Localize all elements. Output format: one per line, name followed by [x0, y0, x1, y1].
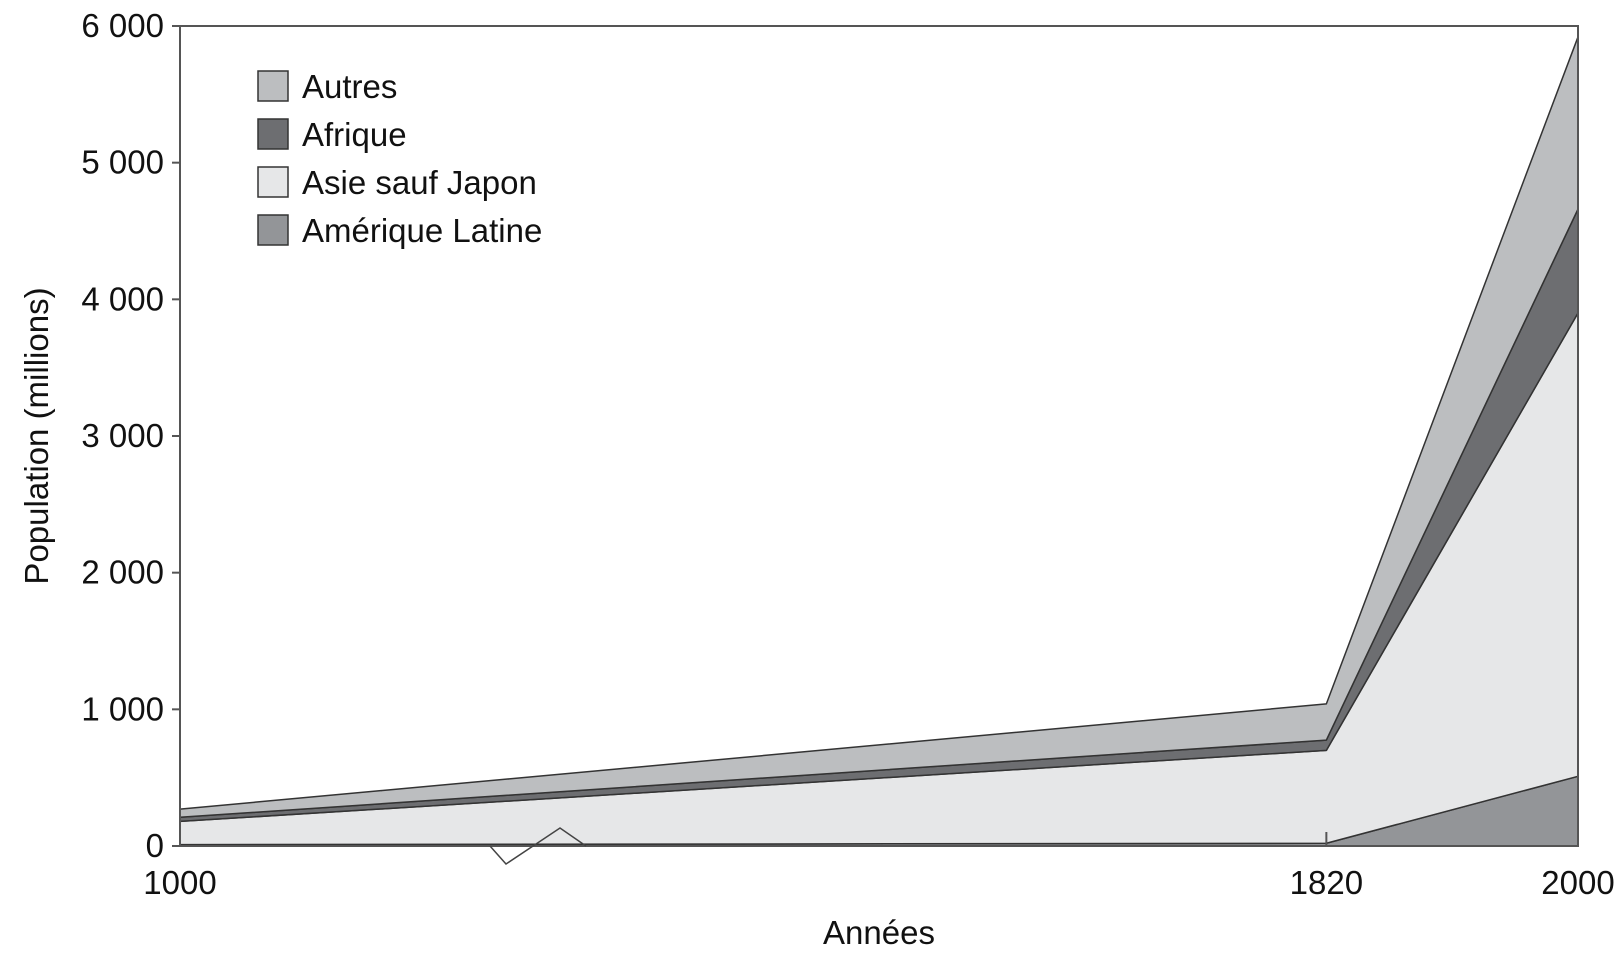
x-tick-label: 2000: [1541, 864, 1614, 901]
legend-label-afrique: Afrique: [302, 116, 407, 153]
legend-label-asie-sauf-japon: Asie sauf Japon: [302, 164, 537, 201]
area-series-group: [179, 36, 1579, 847]
y-axis-title: Population (millions): [18, 287, 55, 584]
y-tick-label: 1 000: [81, 690, 164, 727]
x-axis-title: Années: [823, 914, 935, 951]
y-tick-label: 3 000: [81, 417, 164, 454]
y-tick-label: 0: [146, 827, 164, 864]
legend-swatch-amerique-latine: [257, 214, 289, 246]
y-tick-label: 5 000: [81, 144, 164, 181]
legend-swatch-autres: [257, 70, 289, 102]
y-tick-label: 4 000: [81, 280, 164, 317]
legend-label-autres: Autres: [302, 68, 397, 105]
y-axis: 0 1 000 2 000 3 000 4 000 5 000 6 000: [81, 7, 180, 864]
legend-label-amerique-latine: Amérique Latine: [302, 212, 542, 249]
y-tick-label: 6 000: [81, 7, 164, 44]
x-tick-label: 1820: [1290, 864, 1363, 901]
axis-break-mark: [489, 827, 587, 865]
legend: Autres Afrique Asie sauf Japon Amérique Lat…: [257, 68, 542, 249]
x-axis: 1000 1820 2000: [143, 827, 1615, 901]
legend-swatch-asie-sauf-japon: [257, 166, 289, 198]
legend-swatch-afrique: [257, 118, 289, 150]
y-tick-label: 2 000: [81, 554, 164, 591]
x-tick-label: 1000: [143, 864, 216, 901]
